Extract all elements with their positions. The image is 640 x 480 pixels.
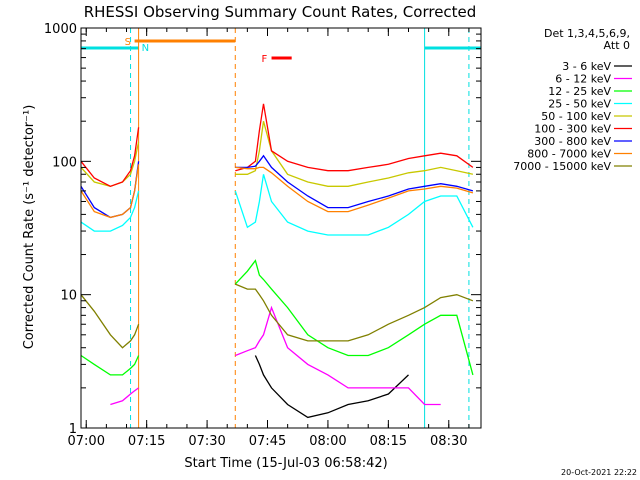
x-tick-label-1: 07:15 — [128, 434, 165, 449]
legend-label-6: 300 - 800 keV — [534, 135, 611, 148]
series-line-5-seg-1 — [235, 103, 474, 172]
legend-header-1: Att 0 — [604, 39, 630, 52]
x-tick-label-6: 08:30 — [430, 434, 467, 449]
series-line-8-seg-1 — [235, 283, 474, 342]
series-line-5-seg-0 — [80, 127, 140, 188]
plot-frame — [80, 27, 482, 429]
legend-label-3: 25 - 50 keV — [548, 98, 611, 111]
flag-label-n-1: N — [142, 43, 149, 54]
chart-title: RHESSI Observing Summary Count Rates, Co… — [84, 3, 477, 21]
legend-label-0: 3 - 6 keV — [562, 60, 611, 73]
legend-header-0: Det 1,3,4,5,6,9, — [544, 27, 630, 40]
series-line-7-seg-0 — [80, 164, 140, 219]
x-tick-label-5: 08:15 — [370, 434, 407, 449]
flag-label-f-3: F — [262, 54, 268, 65]
series-line-6-seg-1 — [235, 154, 474, 209]
legend-label-8: 7000 - 15000 keV — [513, 160, 611, 173]
series-line-0-seg-1 — [254, 355, 409, 419]
series-line-3-seg-1 — [234, 174, 474, 236]
series-line-3-seg-0 — [80, 190, 140, 232]
y-tick-label-3: 1000 — [44, 22, 77, 37]
y-tick-label-1: 10 — [60, 289, 77, 304]
legend-label-1: 6 - 12 keV — [555, 73, 611, 86]
legend-label-4: 50 - 100 keV — [541, 110, 611, 123]
legend-label-7: 800 - 7000 keV — [527, 148, 611, 161]
flag-bars: SN F — [81, 37, 481, 65]
x-tick-label-0: 07:00 — [68, 434, 105, 449]
series-line-8-seg-0 — [80, 294, 140, 349]
series-line-1-seg-1 — [235, 305, 441, 406]
series-line-1-seg-0 — [110, 387, 139, 406]
series-lines — [80, 103, 474, 419]
legend-label-5: 100 - 300 keV — [534, 123, 611, 136]
series-line-7-seg-1 — [235, 166, 474, 213]
footer-date: 20-Oct-2021 22:22 — [561, 468, 637, 477]
axes: 07:00 07:15 07:30 07:45 08:00 08:15 08:30 1 10 10… — [44, 22, 482, 449]
legend-label-2: 12 - 25 keV — [548, 85, 611, 98]
y-axis-label: Corrected Count Rate (s⁻¹ detector⁻¹) — [22, 105, 37, 350]
x-axis-label: Start Time (15-Jul-03 06:58:42) — [184, 456, 387, 471]
x-tick-label-2: 07:30 — [188, 434, 225, 449]
y-tick-label-2: 100 — [52, 155, 77, 170]
flag-label-s-0: S — [125, 37, 131, 48]
series-line-4-seg-1 — [235, 121, 474, 187]
series-line-2-seg-0 — [80, 354, 140, 376]
series-line-2-seg-1 — [234, 259, 474, 376]
x-tick-label-4: 08:00 — [309, 434, 346, 449]
series-line-6-seg-0 — [80, 161, 140, 219]
series-line-4-seg-0 — [80, 141, 140, 187]
x-tick-label-3: 07:45 — [249, 434, 286, 449]
y-tick-label-0: 1 — [69, 422, 77, 437]
